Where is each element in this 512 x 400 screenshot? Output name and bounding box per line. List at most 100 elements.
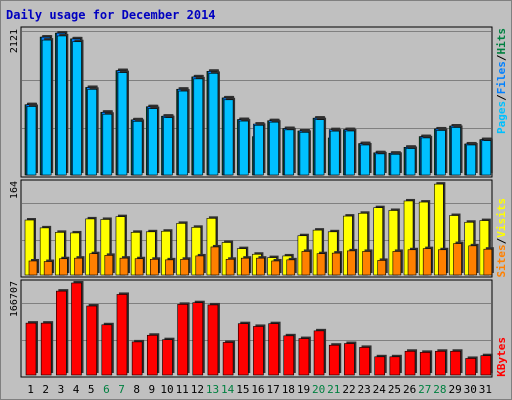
sites-bar — [301, 251, 311, 276]
kbytes-bar — [177, 304, 188, 376]
sites-bar — [59, 258, 68, 276]
pages-bar — [147, 108, 158, 176]
pages-bar — [41, 39, 52, 176]
sites-bar — [28, 260, 38, 276]
kbytes-bar — [146, 334, 158, 376]
pages-bar — [451, 127, 461, 176]
kbytes-bar — [71, 282, 82, 376]
legend-kbytes: KBytes — [495, 337, 508, 377]
sites-bar — [483, 248, 493, 276]
sites-bar — [468, 245, 477, 276]
kbytes-bar — [298, 338, 310, 376]
sites-bar — [362, 251, 371, 276]
x-tick-label: 12 — [191, 383, 204, 396]
legend-hits: Hits — [495, 28, 508, 55]
pages-bar — [87, 89, 97, 176]
x-tick-label: 13 — [206, 383, 219, 396]
x-tick-label: 9 — [149, 383, 156, 396]
y-max-label-kbytes: 166707 — [9, 281, 20, 317]
pages-bar — [102, 113, 113, 176]
legend-sep: / — [495, 54, 508, 61]
legend-kbytes: KBytes — [495, 337, 508, 377]
y-max-label-hits: 2121 — [9, 29, 20, 53]
pages-bar — [360, 144, 370, 176]
kbytes-bar — [465, 358, 476, 376]
kbytes-bar — [268, 323, 279, 376]
pages-bar — [238, 120, 249, 176]
x-tick-label: 19 — [297, 383, 310, 396]
kbytes-bar — [222, 342, 234, 376]
pages-bar — [117, 72, 128, 176]
x-tick-label: 11 — [176, 383, 189, 396]
sites-bar — [347, 250, 356, 276]
sites-bar — [438, 249, 447, 276]
pages-bar — [26, 106, 37, 176]
kbytes-bar — [389, 356, 401, 376]
x-tick-label: 27 — [418, 383, 431, 396]
kbytes-bar — [116, 294, 128, 376]
kbytes-bar — [162, 339, 173, 376]
x-tick-label: 1 — [27, 383, 34, 396]
x-tick-label: 10 — [160, 383, 173, 396]
kbytes-bar — [40, 322, 52, 376]
sites-bar — [240, 257, 250, 276]
sites-bar — [286, 259, 296, 276]
pages-bar — [254, 125, 264, 176]
kbytes-bar — [283, 335, 295, 376]
sites-bar — [271, 260, 280, 276]
kbytes-bar — [404, 350, 416, 376]
x-tick-label: 4 — [73, 383, 80, 396]
sites-bar — [422, 248, 432, 276]
pages-bar — [436, 130, 446, 176]
sites-bar — [392, 251, 402, 276]
legend-sites: Sites — [495, 244, 508, 277]
sites-bar — [180, 258, 189, 276]
kbytes-bar — [101, 324, 113, 376]
pages-bar — [345, 130, 355, 176]
kbytes-bar — [328, 344, 340, 376]
x-tick-label: 31 — [479, 383, 492, 396]
kbytes-bar — [344, 343, 355, 376]
kbytes-bar — [237, 323, 249, 376]
kbytes-bar — [435, 350, 446, 376]
sites-bar — [165, 259, 174, 276]
pages-bar — [208, 73, 219, 176]
kbytes-bar — [359, 347, 370, 376]
legend-visits-sites: Sites/Visits — [495, 198, 508, 278]
sites-bar — [331, 252, 341, 276]
sites-bar — [256, 257, 265, 276]
pages-bar — [163, 117, 173, 176]
x-tick-label: 5 — [88, 383, 95, 396]
pages-bar — [390, 153, 401, 176]
pages-bar — [132, 121, 143, 176]
x-tick-label: 17 — [267, 383, 280, 396]
sites-bar — [453, 243, 462, 276]
x-tick-label: 26 — [403, 383, 416, 396]
kbytes-bar — [86, 305, 97, 376]
sites-bar — [119, 257, 129, 276]
x-tick-label: 24 — [373, 383, 387, 396]
x-tick-label: 30 — [464, 383, 477, 396]
pages-bar — [314, 119, 325, 176]
kbytes-bar — [253, 326, 264, 376]
pages-bar — [72, 41, 82, 176]
legend-visits: Visits — [495, 198, 508, 238]
pages-bar — [375, 153, 386, 176]
x-tick-label: 18 — [282, 383, 295, 396]
sites-bar — [89, 253, 98, 276]
kbytes-bar — [450, 350, 461, 376]
x-tick-label: 23 — [358, 383, 371, 396]
kbytes-bar — [207, 304, 219, 376]
sites-bar — [43, 261, 53, 276]
x-tick-label: 3 — [58, 383, 65, 396]
kbytes-bar — [419, 352, 431, 376]
sites-bar — [225, 258, 235, 276]
pages-bar — [405, 148, 416, 176]
sites-bar — [377, 260, 387, 276]
legend-sep: / — [495, 94, 508, 101]
sites-bar — [195, 255, 205, 276]
kbytes-bar — [480, 355, 492, 376]
pages-bar — [193, 78, 204, 176]
legend-files: Files — [495, 61, 508, 94]
x-tick-label: 20 — [312, 383, 325, 396]
